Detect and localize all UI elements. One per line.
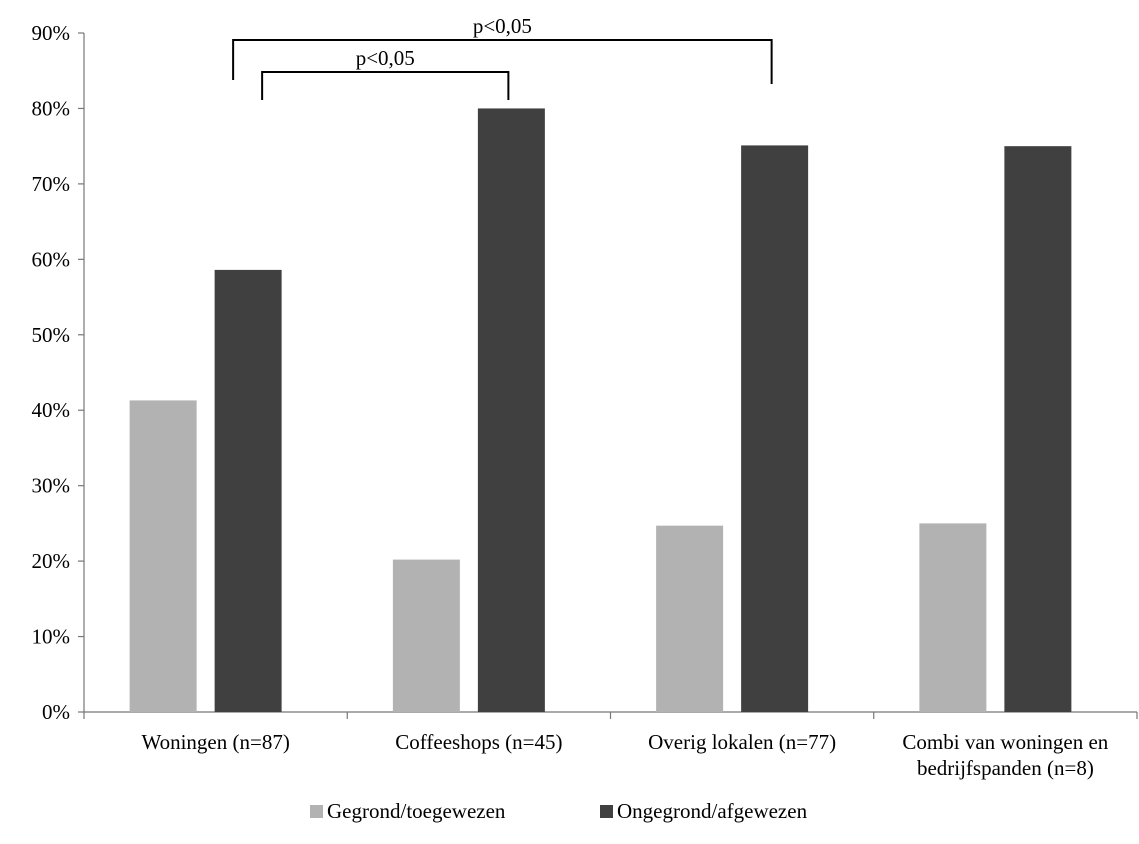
- bar: [919, 523, 987, 712]
- bar: [741, 145, 809, 712]
- x-category-label: Combi van woningen en bedrijfspanden (n=8…: [902, 730, 1108, 780]
- legend-swatch: [310, 805, 323, 818]
- legend-swatch: [600, 805, 613, 818]
- y-tick-label: 80%: [32, 96, 71, 120]
- significance-label: p<0,05: [356, 46, 415, 70]
- bar: [214, 269, 282, 712]
- x-category-label-line: Combi van woningen en: [902, 730, 1108, 754]
- significance-bracket: [232, 39, 773, 84]
- y-tick-label: 0%: [42, 700, 70, 724]
- legend-label: Gegrond/toegewezen: [327, 799, 506, 823]
- x-axis: Woningen (n=87) Coffeeshops (n=45) Overig …: [83, 711, 1138, 780]
- y-tick-label: 90%: [32, 21, 71, 45]
- y-tick-label: 50%: [32, 323, 71, 347]
- y-axis: 0% 10% 20% 30% 40% 50% 60% 70% 80% 90%: [32, 21, 85, 724]
- x-category-label-line: Woningen (n=87): [141, 730, 289, 754]
- bar: [392, 559, 460, 712]
- legend: Gegrond/toegewezen Ongegrond/afgewezen: [310, 799, 808, 823]
- x-category-label: Overig lokalen (n=77): [648, 730, 836, 754]
- bar: [1004, 146, 1072, 712]
- bar: [129, 400, 197, 712]
- y-tick-label: 10%: [32, 625, 71, 649]
- x-category-label-line: Overig lokalen (n=77): [648, 730, 836, 754]
- bar: [656, 525, 724, 712]
- y-tick-label: 40%: [32, 398, 71, 422]
- y-tick-label: 20%: [32, 549, 71, 573]
- x-category-label: Coffeeshops (n=45): [395, 730, 562, 754]
- x-category-label-line: Coffeeshops (n=45): [395, 730, 562, 754]
- y-tick-label: 30%: [32, 474, 71, 498]
- significance-label: p<0,05: [473, 14, 532, 38]
- significance-bracket: [261, 71, 510, 100]
- y-tick-label: 70%: [32, 172, 71, 196]
- bar: [477, 108, 545, 712]
- significance-brackets: p<0,05 p<0,05: [232, 14, 773, 100]
- x-category-label-line: bedrijfspanden (n=8): [917, 756, 1094, 780]
- x-category-label: Woningen (n=87): [141, 730, 289, 754]
- legend-label: Ongegrond/afgewezen: [617, 799, 808, 823]
- bars: [129, 108, 1072, 712]
- y-tick-label: 60%: [32, 247, 71, 271]
